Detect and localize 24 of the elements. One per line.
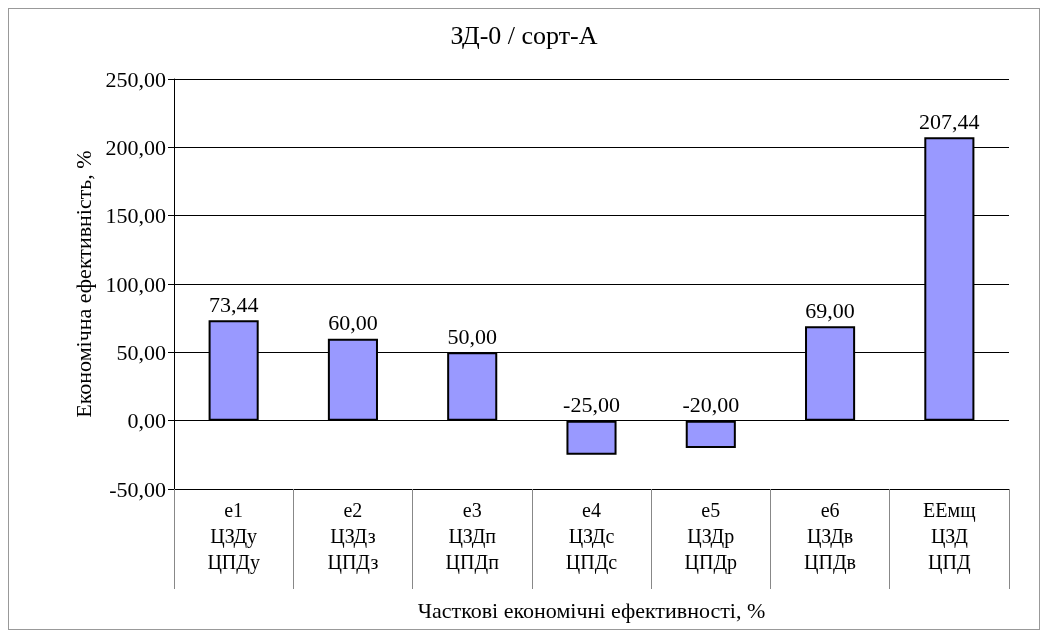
y-tick-label: -50,00 [109,476,166,502]
y-tick-label: 100,00 [105,271,166,297]
y-axis-title: Економічна ефективність, % [70,150,96,418]
x-tick-label: ЕЕмщ ЦЗД ЦПД [923,499,976,574]
x-tick-label: e3 ЦЗДп ЦПДп [445,499,500,574]
data-label: -25,00 [563,392,620,418]
data-label: -20,00 [682,392,740,418]
x-tick-label: e4 ЦЗДс ЦПДс [565,499,618,574]
data-label: 50,00 [447,323,497,349]
x-tick-label: e5 ЦЗДр ЦПДр [684,499,738,574]
y-tick-label: 0,00 [127,408,166,434]
data-label: 207,44 [919,108,980,134]
data-label: 69,00 [805,297,855,323]
x-tick-label: e6 ЦЗДв ЦПДв [804,499,857,574]
y-tick-label: 150,00 [105,203,166,229]
x-tick-label: e2 ЦЗДз ЦПДз [327,499,379,574]
data-label: 60,00 [328,310,378,336]
x-axis-title: Часткові економічні ефективності, % [417,597,766,623]
chart-title: ЗД-0 / сорт-А [450,20,598,50]
y-tick-label: 50,00 [116,339,166,365]
data-label: 73,44 [208,291,259,317]
y-tick-label: 250,00 [105,66,166,92]
x-tick-label: e1 ЦЗДу ЦПДу [207,499,260,574]
y-tick-label: 200,00 [105,134,166,160]
